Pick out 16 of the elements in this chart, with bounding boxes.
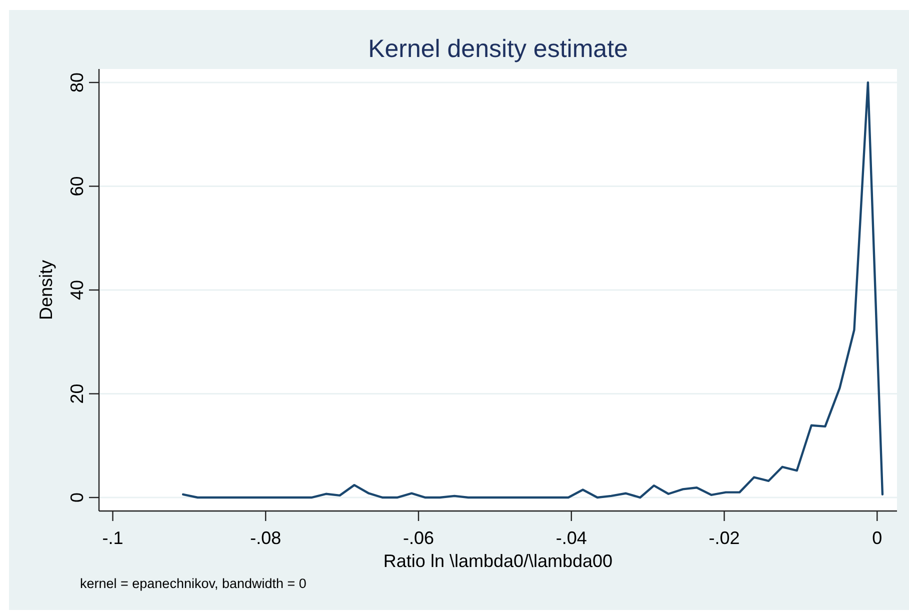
y-tick-label: 20 [67,384,87,404]
y-axis-title: Density [36,260,56,320]
y-tick-label: 80 [67,72,87,93]
y-tick-label: 60 [67,176,87,196]
chart-title: Kernel density estimate [368,35,628,63]
x-tick-label: -.08 [250,528,282,548]
y-tick-label: 0 [67,492,87,503]
y-tick-label: 40 [67,280,87,300]
x-axis-title: Ratio ln \lambda0/\lambda00 [383,551,613,571]
x-tick-label: -.06 [402,528,434,548]
x-tick-label: -.1 [102,528,124,548]
line-series [182,81,884,499]
x-tick-label: 0 [872,528,882,548]
x-tick-label: -.04 [556,528,587,548]
x-tick-label: -.02 [708,528,740,548]
text: kernel = epanechnikov, bandwidth = 0 [80,576,306,591]
